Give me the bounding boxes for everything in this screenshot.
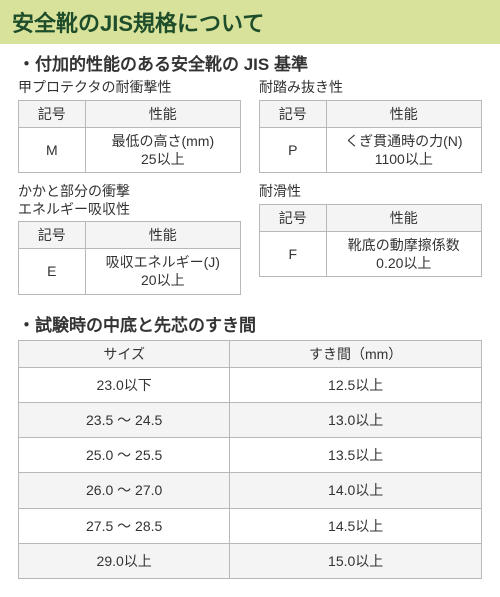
td-symbol: F <box>260 231 327 276</box>
td-value: 最低の高さ(mm)25以上 <box>85 127 240 172</box>
td: 23.5 ～ 24.5 <box>19 403 230 438</box>
td-value: 吸収エネルギー(J)20以上 <box>85 249 240 294</box>
th: 記号 <box>19 100 86 127</box>
td: 12.5以上 <box>230 367 482 402</box>
td: 26.0 ～ 27.0 <box>19 473 230 508</box>
table-puncture: 耐踏み抜き性 記号 性能 P くぎ貫通時の力(N)1100以上 <box>259 79 482 173</box>
gap-table: サイズ すき間（mm） 23.0以下12.5以上 23.5 ～ 24.513.0… <box>18 340 482 579</box>
th: 記号 <box>260 204 327 231</box>
td: 13.0以上 <box>230 403 482 438</box>
td: 27.5 ～ 28.5 <box>19 508 230 543</box>
table-caption: 甲プロテクタの耐衝撃性 <box>18 79 241 97</box>
th: 性能 <box>326 204 481 231</box>
table-impact: 甲プロテクタの耐衝撃性 記号 性能 M 最低の高さ(mm)25以上 <box>18 79 241 173</box>
td: 23.0以下 <box>19 367 230 402</box>
td-value: くぎ貫通時の力(N)1100以上 <box>326 127 481 172</box>
small-table: 記号 性能 P くぎ貫通時の力(N)1100以上 <box>259 100 482 174</box>
th: サイズ <box>19 340 230 367</box>
table-caption: かかと部分の衝撃エネルギー吸収性 <box>18 183 241 218</box>
td: 29.0以上 <box>19 543 230 578</box>
td-value: 靴底の動摩擦係数0.20以上 <box>326 231 481 276</box>
table-heel: かかと部分の衝撃エネルギー吸収性 記号 性能 E 吸収エネルギー(J)20以上 <box>18 183 241 295</box>
th: 性能 <box>326 100 481 127</box>
td: 15.0以上 <box>230 543 482 578</box>
tables-row-1: 甲プロテクタの耐衝撃性 記号 性能 M 最低の高さ(mm)25以上 耐踏み抜き性… <box>0 79 500 183</box>
wide-table-wrap: サイズ すき間（mm） 23.0以下12.5以上 23.5 ～ 24.513.0… <box>0 340 500 589</box>
th: 記号 <box>260 100 327 127</box>
page-title: 安全靴のJIS規格について <box>0 0 500 44</box>
th: 性能 <box>85 100 240 127</box>
td-symbol: E <box>19 249 86 294</box>
th: 記号 <box>19 222 86 249</box>
th: 性能 <box>85 222 240 249</box>
td-symbol: M <box>19 127 86 172</box>
table-caption: 耐滑性 <box>259 183 482 201</box>
td: 14.0以上 <box>230 473 482 508</box>
table-caption: 耐踏み抜き性 <box>259 79 482 97</box>
footer-spacer <box>0 589 500 597</box>
td-symbol: P <box>260 127 327 172</box>
small-table: 記号 性能 M 最低の高さ(mm)25以上 <box>18 100 241 174</box>
th: すき間（mm） <box>230 340 482 367</box>
td: 25.0 ～ 25.5 <box>19 438 230 473</box>
section1-header: ・付加的性能のある安全靴の JIS 基準 <box>0 44 500 79</box>
small-table: 記号 性能 F 靴底の動摩擦係数0.20以上 <box>259 204 482 278</box>
section2-header: ・試験時の中底と先芯のすき間 <box>0 305 500 340</box>
small-table: 記号 性能 E 吸収エネルギー(J)20以上 <box>18 221 241 295</box>
tables-row-2: かかと部分の衝撃エネルギー吸収性 記号 性能 E 吸収エネルギー(J)20以上 … <box>0 183 500 305</box>
td: 14.5以上 <box>230 508 482 543</box>
table-slip: 耐滑性 記号 性能 F 靴底の動摩擦係数0.20以上 <box>259 183 482 295</box>
td: 13.5以上 <box>230 438 482 473</box>
page-root: 安全靴のJIS規格について ・付加的性能のある安全靴の JIS 基準 甲プロテク… <box>0 0 500 597</box>
